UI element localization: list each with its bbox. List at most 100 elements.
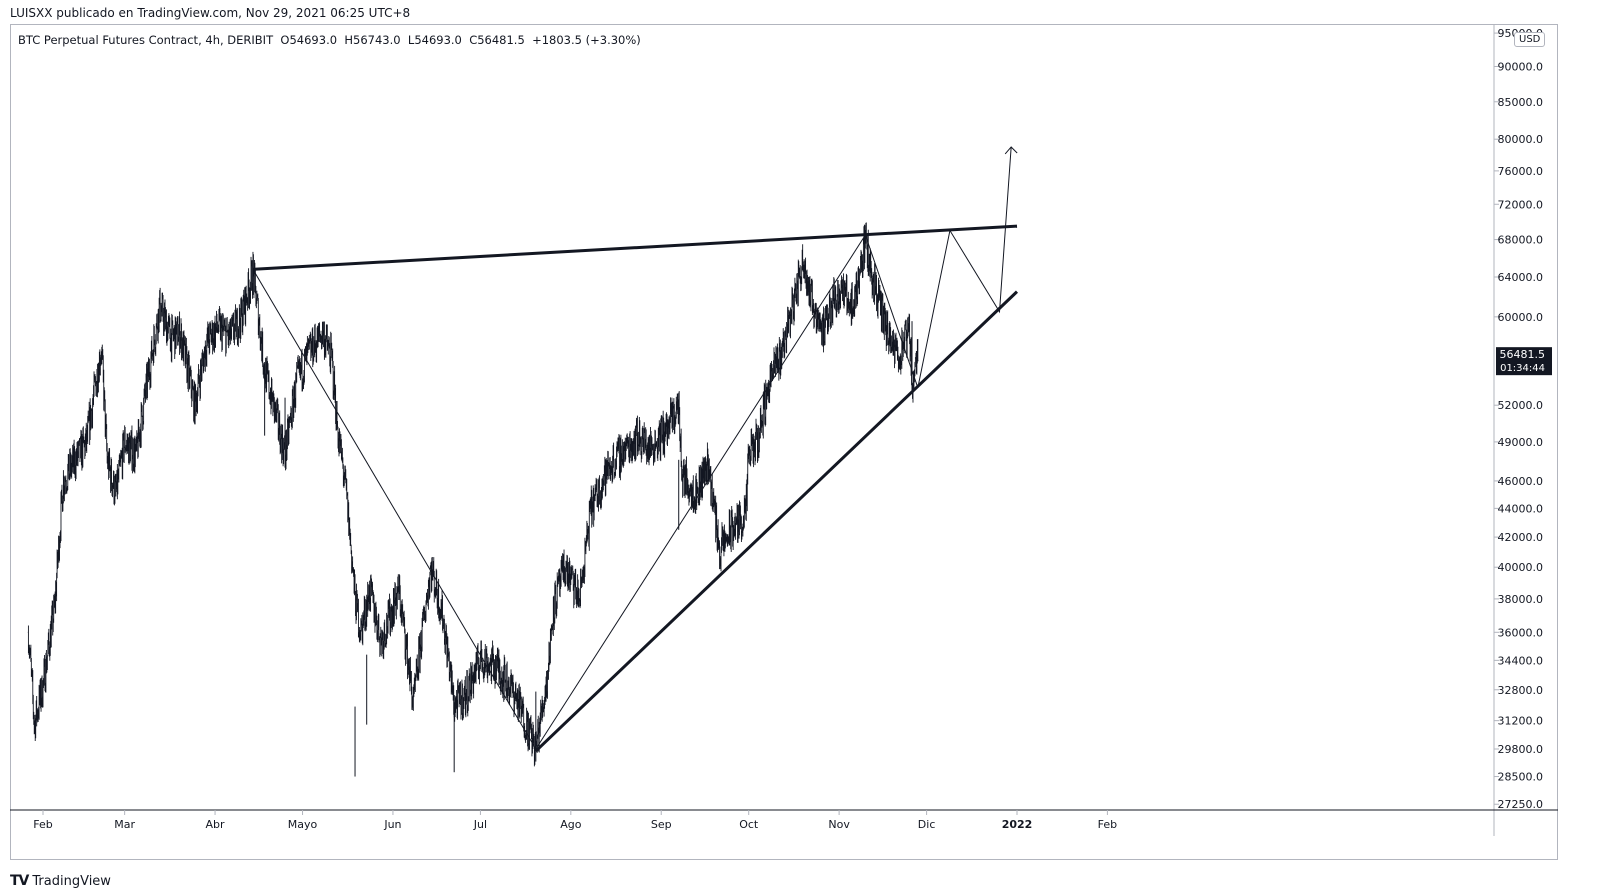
x-tick-label: Ago bbox=[560, 818, 582, 831]
y-tick-label: 68000.0 bbox=[1498, 234, 1544, 247]
price-bar bbox=[651, 437, 653, 447]
trendline-upper bbox=[252, 224, 1018, 271]
y-tick-label: 46000.0 bbox=[1498, 475, 1544, 488]
price-bar bbox=[226, 316, 228, 333]
low-value: 54693.0 bbox=[414, 33, 462, 47]
price-bar bbox=[225, 330, 227, 354]
price-bar bbox=[660, 418, 662, 462]
projection-arrow-icon bbox=[1004, 146, 1018, 155]
price-bar bbox=[159, 287, 161, 323]
price-bar bbox=[637, 431, 639, 447]
publisher-header: LUISXX publicado en TradingView.com, Nov… bbox=[10, 6, 411, 20]
price-bar bbox=[276, 408, 278, 423]
chart-frame bbox=[10, 24, 1558, 860]
price-bar bbox=[262, 331, 264, 368]
price-bar bbox=[734, 523, 737, 540]
price-bar bbox=[429, 571, 431, 598]
price-bar bbox=[613, 458, 615, 480]
projection-path bbox=[917, 146, 1012, 388]
price-bar bbox=[672, 405, 674, 430]
price-bar bbox=[821, 317, 823, 346]
price-bar bbox=[164, 307, 167, 330]
price-bar bbox=[785, 326, 787, 341]
price-bar bbox=[679, 407, 681, 442]
y-tick-label: 90000.0 bbox=[1498, 60, 1544, 73]
change-value: +1803.5 (+3.30%) bbox=[532, 33, 641, 47]
price-bar bbox=[917, 338, 919, 362]
tradingview-logo-icon: TV bbox=[10, 873, 29, 889]
price-bar bbox=[823, 308, 825, 346]
price-bar bbox=[350, 533, 352, 546]
y-tick-label: 28500.0 bbox=[1498, 771, 1544, 784]
low-label: L bbox=[407, 33, 415, 47]
close-label: C bbox=[469, 33, 478, 47]
y-tick-label: 49000.0 bbox=[1498, 436, 1544, 449]
price-bar bbox=[716, 502, 718, 530]
y-tick-label: 27250.0 bbox=[1498, 798, 1544, 811]
y-tick-label: 31200.0 bbox=[1498, 715, 1544, 728]
trendline-lower bbox=[534, 290, 1019, 753]
x-tick-label: Oct bbox=[739, 818, 759, 831]
y-tick-label: 34400.0 bbox=[1498, 654, 1544, 667]
y-tick-label: 38000.0 bbox=[1498, 593, 1544, 606]
y-tick-label: 36000.0 bbox=[1498, 626, 1544, 639]
price-bar bbox=[856, 271, 858, 300]
y-tick-label: 64000.0 bbox=[1498, 271, 1544, 284]
swing-line bbox=[535, 234, 866, 750]
y-tick-label: 72000.0 bbox=[1498, 198, 1544, 211]
y-tick-label: 80000.0 bbox=[1498, 133, 1544, 146]
open-value: 54693.0 bbox=[289, 33, 338, 47]
price-bar bbox=[526, 710, 529, 747]
y-tick-label: 40000.0 bbox=[1498, 561, 1544, 574]
currency-button[interactable]: USD bbox=[1514, 32, 1546, 47]
price-bar bbox=[476, 648, 478, 671]
x-tick-label: Feb bbox=[1098, 818, 1117, 831]
price-bar bbox=[169, 317, 171, 339]
price-bar bbox=[79, 436, 82, 459]
price-bar bbox=[282, 437, 285, 465]
price-bar bbox=[46, 655, 48, 671]
price-bar bbox=[123, 446, 125, 464]
price-bar bbox=[908, 314, 911, 345]
price-bar bbox=[442, 625, 444, 634]
price-bar bbox=[648, 434, 651, 460]
price-badge bbox=[1496, 347, 1552, 376]
footer-brand-label: TradingView bbox=[32, 873, 111, 889]
high-value: 56743.0 bbox=[353, 33, 401, 47]
x-tick-label: Feb bbox=[33, 818, 52, 831]
footer-brand: TV TradingView bbox=[10, 873, 111, 889]
x-tick-label: Mayo bbox=[288, 818, 318, 831]
swing-line bbox=[864, 234, 919, 388]
price-bar bbox=[90, 409, 92, 430]
price-bar bbox=[296, 361, 298, 383]
price-bar bbox=[286, 418, 289, 450]
price-bar bbox=[141, 405, 143, 417]
symbol-label: BTC Perpetual Futures Contract, 4h, DERI… bbox=[18, 33, 274, 47]
price-bar bbox=[259, 314, 261, 338]
price-bar bbox=[234, 309, 236, 332]
x-tick-label: Abr bbox=[206, 818, 226, 831]
y-tick-label: 76000.0 bbox=[1498, 165, 1544, 178]
y-tick-label: 60000.0 bbox=[1498, 311, 1544, 324]
x-tick-label: Jul bbox=[473, 818, 487, 831]
close-value: 56481.5 bbox=[477, 33, 525, 47]
price-bar bbox=[357, 598, 360, 638]
high-label: H bbox=[344, 33, 354, 47]
price-bar bbox=[571, 564, 573, 579]
open-label: O bbox=[280, 33, 290, 47]
ohlc-legend: BTC Perpetual Futures Contract, 4h, DERI… bbox=[18, 33, 641, 47]
x-tick-label: Mar bbox=[114, 818, 135, 831]
price-bar bbox=[374, 602, 376, 633]
y-tick-label: 42000.0 bbox=[1498, 531, 1544, 544]
y-tick-label: 32800.0 bbox=[1498, 684, 1544, 697]
x-tick-label: Dic bbox=[918, 818, 936, 831]
price-badge-value: 56481.5 bbox=[1500, 348, 1546, 361]
price-bar bbox=[355, 583, 358, 621]
y-tick-label: 85000.0 bbox=[1498, 96, 1544, 109]
price-bar bbox=[642, 425, 644, 440]
price-bar bbox=[914, 357, 917, 368]
y-tick-label: 44000.0 bbox=[1498, 502, 1544, 515]
swing-line bbox=[252, 269, 537, 750]
y-tick-label: 52000.0 bbox=[1498, 399, 1544, 412]
